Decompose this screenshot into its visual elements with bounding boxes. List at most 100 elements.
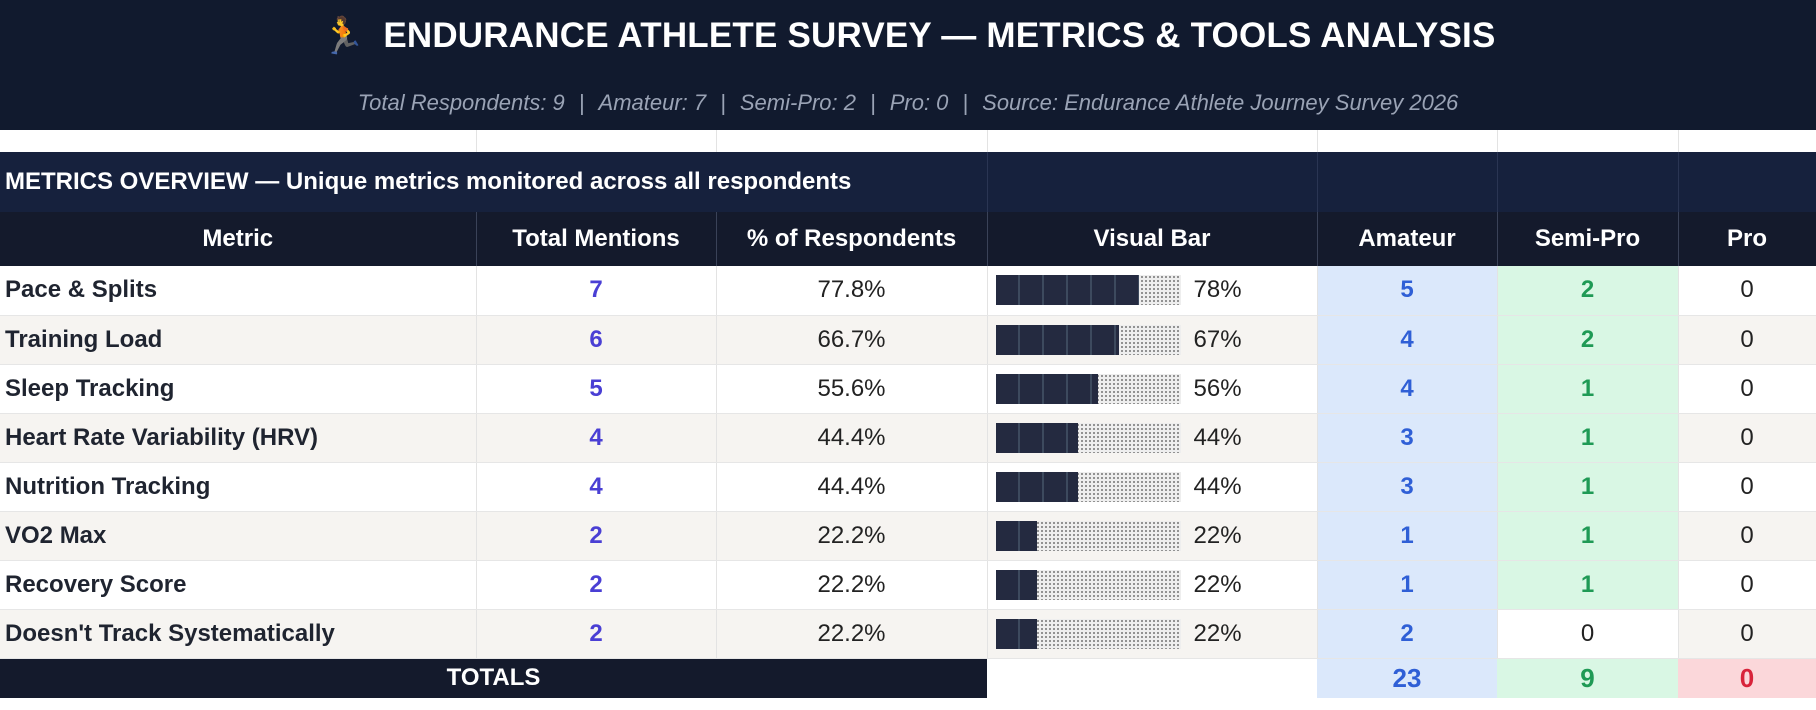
pro-count: Pro: 0	[889, 90, 949, 115]
visual-bar-cell: 22%	[987, 609, 1318, 659]
bar-fill	[995, 471, 1078, 502]
table-row[interactable]: Doesn't Track Systematically 2 22.2% 22% 2 0 0	[0, 609, 1816, 659]
bar-track	[995, 422, 1181, 453]
total-mentions: 4	[476, 462, 717, 512]
bar-track	[995, 471, 1181, 502]
semipro-value: 1	[1497, 462, 1679, 512]
separator: |	[578, 90, 585, 115]
separator: |	[720, 90, 726, 115]
bar-track	[995, 373, 1181, 404]
bar-fill	[995, 618, 1037, 649]
total-mentions: 2	[476, 511, 717, 561]
bar-label: 44%	[1193, 423, 1242, 451]
semipro-value: 2	[1497, 266, 1679, 316]
metrics-table: Metric Total Mentions % of Respondents V…	[0, 212, 1816, 698]
amateur-value: 1	[1317, 560, 1498, 610]
metric-name: VO2 Max	[0, 511, 477, 561]
visual-bar-cell: 78%	[987, 266, 1318, 316]
table-row[interactable]: Sleep Tracking 5 55.6% 56% 4 1 0	[0, 364, 1816, 414]
visual-bar-cell: 44%	[987, 413, 1318, 463]
bar-label: 22%	[1193, 521, 1242, 549]
spacer-row	[0, 130, 1816, 152]
column-header-amateur[interactable]: Amateur	[1317, 212, 1498, 266]
bar-label: 56%	[1193, 374, 1242, 402]
metric-name: Sleep Tracking	[0, 364, 477, 414]
metric-name: Heart Rate Variability (HRV)	[0, 413, 477, 463]
summary-line: Total Respondents: 9 | Amateur: 7 | Semi…	[0, 90, 1816, 116]
percent-respondents: 22.2%	[716, 609, 988, 659]
bar-fill	[995, 422, 1078, 453]
pro-value: 0	[1678, 609, 1816, 659]
pro-value: 0	[1678, 315, 1816, 365]
percent-respondents: 44.4%	[716, 462, 988, 512]
semipro-value: 0	[1497, 609, 1679, 659]
bar-fill	[995, 520, 1037, 551]
amateur-value: 2	[1317, 609, 1498, 659]
page-title: ENDURANCE ATHLETE SURVEY — METRICS & TOO…	[383, 16, 1496, 55]
pro-value: 0	[1678, 511, 1816, 561]
metric-name: Nutrition Tracking	[0, 462, 477, 512]
section-title: METRICS OVERVIEW — Unique metrics monito…	[5, 168, 852, 195]
pro-value: 0	[1678, 266, 1816, 316]
bar-label: 67%	[1193, 325, 1242, 353]
total-mentions: 5	[476, 364, 717, 414]
runner-icon: 🏃	[320, 15, 366, 56]
amateur-value: 4	[1317, 364, 1498, 414]
amateur-count: Amateur: 7	[598, 90, 707, 115]
pro-value: 0	[1678, 462, 1816, 512]
semipro-value: 2	[1497, 315, 1679, 365]
amateur-value: 3	[1317, 462, 1498, 512]
total-mentions: 2	[476, 609, 717, 659]
total-respondents: Total Respondents: 9	[357, 90, 565, 115]
column-header-semipro[interactable]: Semi-Pro	[1497, 212, 1679, 266]
pro-value: 0	[1678, 413, 1816, 463]
visual-bar-cell: 22%	[987, 560, 1318, 610]
bar-fill	[995, 324, 1119, 355]
pro-value: 0	[1678, 560, 1816, 610]
table-row[interactable]: Heart Rate Variability (HRV) 4 44.4% 44% 3 1 0	[0, 413, 1816, 463]
bar-track	[995, 569, 1181, 600]
bar-label: 22%	[1193, 570, 1242, 598]
totals-row: TOTALS 23 9 0	[0, 658, 1816, 698]
bar-label: 44%	[1193, 472, 1242, 500]
total-mentions: 6	[476, 315, 717, 365]
bar-track	[995, 275, 1181, 306]
table-row[interactable]: Recovery Score 2 22.2% 22% 1 1 0	[0, 560, 1816, 610]
column-header-percent[interactable]: % of Respondents	[716, 212, 988, 266]
column-header-metric[interactable]: Metric	[0, 212, 477, 266]
percent-respondents: 44.4%	[716, 413, 988, 463]
column-header-total-mentions[interactable]: Total Mentions	[476, 212, 717, 266]
column-header-pro[interactable]: Pro	[1678, 212, 1816, 266]
amateur-value: 3	[1317, 413, 1498, 463]
visual-bar-cell: 22%	[987, 511, 1318, 561]
bar-fill	[995, 275, 1140, 306]
metric-name: Training Load	[0, 315, 477, 365]
percent-respondents: 77.8%	[716, 266, 988, 316]
semipro-value: 1	[1497, 364, 1679, 414]
table-row[interactable]: Pace & Splits 7 77.8% 78% 5 2 0	[0, 266, 1816, 316]
table-header-row: Metric Total Mentions % of Respondents V…	[0, 212, 1816, 266]
table-row[interactable]: Training Load 6 66.7% 67% 4 2 0	[0, 315, 1816, 365]
separator: |	[962, 90, 969, 115]
amateur-value: 5	[1317, 266, 1498, 316]
total-mentions: 2	[476, 560, 717, 610]
totals-label: TOTALS	[0, 658, 987, 698]
total-pro: 0	[1678, 658, 1816, 698]
bar-fill	[995, 569, 1037, 600]
table-row[interactable]: Nutrition Tracking 4 44.4% 44% 3 1 0	[0, 462, 1816, 512]
table-row[interactable]: VO2 Max 2 22.2% 22% 1 1 0	[0, 511, 1816, 561]
semipro-value: 1	[1497, 560, 1679, 610]
bar-track	[995, 618, 1181, 649]
metric-name: Doesn't Track Systematically	[0, 609, 477, 659]
percent-respondents: 66.7%	[716, 315, 988, 365]
separator: |	[870, 90, 876, 115]
metric-name: Pace & Splits	[0, 266, 477, 316]
column-header-visual-bar[interactable]: Visual Bar	[987, 212, 1318, 266]
total-mentions: 7	[476, 266, 717, 316]
bar-label: 22%	[1193, 619, 1242, 647]
total-semipro: 9	[1497, 658, 1678, 698]
visual-bar-cell: 44%	[987, 462, 1318, 512]
title-row: 🏃 ENDURANCE ATHLETE SURVEY — METRICS & T…	[0, 12, 1816, 60]
percent-respondents: 55.6%	[716, 364, 988, 414]
total-mentions: 4	[476, 413, 717, 463]
